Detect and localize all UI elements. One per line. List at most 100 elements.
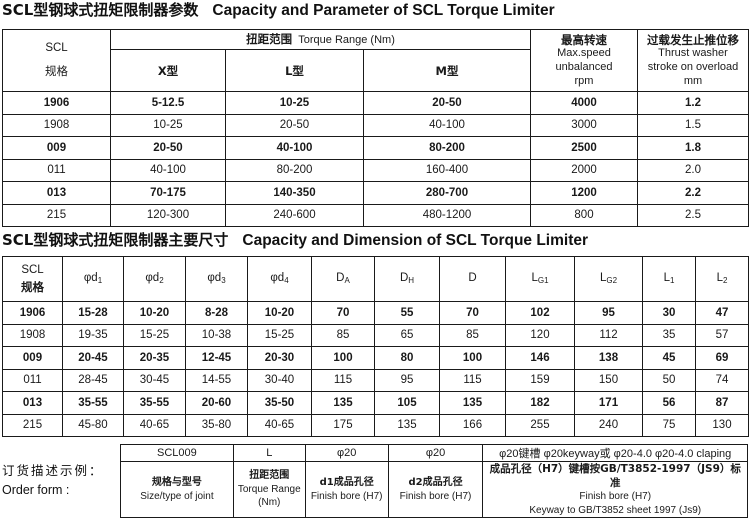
l1-label: L bbox=[663, 272, 670, 285]
cell-lg1: 255 bbox=[505, 413, 575, 437]
col-header-torque-group: 扭距范围 Torque Range (Nm) bbox=[110, 29, 531, 50]
cell-dh: 105 bbox=[374, 391, 440, 415]
phi-d1-label: φd bbox=[83, 272, 98, 285]
type-m-label: M型 bbox=[435, 63, 459, 78]
cell-l2: 74 bbox=[695, 368, 749, 392]
cell-dh: 65 bbox=[374, 323, 440, 347]
order-desc-bore-d1-cn: d1成品孔径 bbox=[319, 477, 374, 489]
cell-d4: 20-30 bbox=[247, 346, 312, 370]
col-header-d: D bbox=[439, 256, 506, 302]
col-header-type-m: M型 bbox=[363, 49, 531, 92]
cell-stroke: 1.8 bbox=[637, 136, 749, 160]
cell-lg1: 120 bbox=[505, 323, 575, 347]
order-desc-bore-d1-en: Finish bore (H7) bbox=[310, 490, 383, 502]
cell-l1: 75 bbox=[642, 413, 696, 437]
order-desc-keyway-cn: 成品孔径（H7）键槽按GB/T3852-1997（JS9）标准 bbox=[489, 463, 741, 490]
cell-l: 20-50 bbox=[225, 113, 364, 137]
col-header-lg2: LG2 bbox=[574, 256, 643, 302]
table-row: 013 35-55 35-55 20-60 35-50 135 105 135 … bbox=[2, 391, 749, 415]
col-header-type-x: X型 bbox=[110, 49, 226, 92]
cell-scl: 1906 bbox=[2, 91, 111, 115]
cell-lg1: 102 bbox=[505, 301, 575, 325]
order-desc-keyway: 成品孔径（H7）键槽按GB/T3852-1997（JS9）标准 Finish b… bbox=[482, 460, 748, 518]
order-desc-keyway-en-2: Keyway to GB/T3852 sheet 1997 (Js9) bbox=[529, 504, 702, 516]
order-value-size-type: SCL009 bbox=[120, 444, 234, 462]
cell-d2: 35-55 bbox=[123, 391, 186, 415]
table-row: 011 40-100 80-200 160-400 2000 2.0 bbox=[2, 158, 749, 182]
cell-l: 10-25 bbox=[225, 91, 364, 115]
cell-rpm: 2000 bbox=[530, 158, 638, 182]
col-header-type-l: L型 bbox=[225, 49, 364, 92]
cell-lg2: 95 bbox=[574, 301, 643, 325]
thrust-en-1: Thrust washer bbox=[658, 47, 728, 60]
order-form-label: 订货描述示例： Order form : bbox=[2, 444, 120, 518]
cell-scl: 011 bbox=[2, 368, 63, 392]
cell-da: 115 bbox=[311, 368, 375, 392]
col-header-scl-line2: 规格 bbox=[45, 64, 68, 78]
torque-group-en: Torque Range (Nm) bbox=[298, 34, 395, 47]
col-header-phi-d3: φd3 bbox=[185, 256, 248, 302]
cell-d3: 14-55 bbox=[185, 368, 248, 392]
cell-d2: 30-45 bbox=[123, 368, 186, 392]
order-desc-bore-d2-cn: d2成品孔径 bbox=[408, 477, 463, 489]
order-desc-torque-range: 扭距范围 Torque Range (Nm) bbox=[232, 460, 306, 518]
cell-dh: 55 bbox=[374, 301, 440, 325]
cell-dh: 95 bbox=[374, 368, 440, 392]
cell-x: 120-300 bbox=[110, 203, 226, 227]
cell-d2: 15-25 bbox=[123, 323, 186, 347]
l1-sub: 1 bbox=[669, 276, 675, 286]
cell-scl: 009 bbox=[2, 346, 63, 370]
table-row: 215 45-80 40-65 35-80 40-65 175 135 166 … bbox=[2, 413, 749, 437]
cell-d: 166 bbox=[439, 413, 506, 437]
cell-x: 40-100 bbox=[110, 158, 226, 182]
cell-stroke: 2.2 bbox=[637, 181, 749, 205]
order-desc-bore-d2-en: Finish bore (H7) bbox=[399, 490, 472, 502]
cell-lg2: 112 bbox=[574, 323, 643, 347]
cell-lg1: 146 bbox=[505, 346, 575, 370]
phi-d2-sub: 2 bbox=[159, 276, 164, 286]
table-1-header-row-1: SCL 规格 扭距范围 Torque Range (Nm) 最高转速 Max.s… bbox=[2, 29, 749, 92]
table-row: 009 20-50 40-100 80-200 2500 1.8 bbox=[2, 136, 749, 160]
cell-x: 20-50 bbox=[110, 136, 226, 160]
cell-d1: 45-80 bbox=[62, 413, 124, 437]
cell-d4: 35-50 bbox=[247, 391, 312, 415]
cell-l1: 30 bbox=[642, 301, 696, 325]
cell-l1: 35 bbox=[642, 323, 696, 347]
d-label: D bbox=[468, 272, 477, 285]
dimension-table: SCL 规格 φd1 φd2 φd3 φd4 DA DH D LG1 LG2 L… bbox=[2, 256, 749, 437]
cell-rpm: 800 bbox=[530, 203, 638, 227]
cell-d3: 12-45 bbox=[185, 346, 248, 370]
cell-lg2: 138 bbox=[574, 346, 643, 370]
table-row: 1906 15-28 10-20 8-28 10-20 70 55 70 102… bbox=[2, 301, 749, 325]
phi-d1-sub: 1 bbox=[97, 276, 103, 286]
cell-l: 80-200 bbox=[225, 158, 364, 182]
cell-l1: 45 bbox=[642, 346, 696, 370]
cell-d: 135 bbox=[439, 391, 506, 415]
cell-dh: 80 bbox=[374, 346, 440, 370]
table-row: 011 28-45 30-45 14-55 30-40 115 95 115 1… bbox=[2, 368, 749, 392]
thrust-cn: 过载发生止推位移 bbox=[647, 32, 739, 47]
cell-d2: 10-20 bbox=[123, 301, 186, 325]
phi-d4-sub: 4 bbox=[284, 276, 289, 286]
order-form-table: SCL009 L φ20 φ20 φ20键槽 φ20keyway或 φ20-4.… bbox=[120, 444, 748, 518]
cell-l2: 69 bbox=[695, 346, 749, 370]
phi-d3-label: φd bbox=[207, 272, 222, 285]
section-2-title: SCL型钢球式扭矩限制器主要尺寸 Capacity and Dimension o… bbox=[2, 233, 588, 249]
cell-scl: 1908 bbox=[2, 113, 111, 137]
cell-l: 140-350 bbox=[225, 181, 364, 205]
cell-da: 70 bbox=[311, 301, 375, 325]
col-header-max-speed: 最高转速 Max.speed unbalanced rpm bbox=[530, 29, 638, 92]
col-header-scl-line2: 规格 bbox=[21, 280, 44, 294]
order-form-descriptions-row: 规格与型号 Size/type of joint 扭距范围 Torque Ran… bbox=[120, 460, 748, 518]
section-1-title: SCL型钢球式扭矩限制器参数 Capacity and Parameter of … bbox=[2, 3, 555, 19]
cell-d: 115 bbox=[439, 368, 506, 392]
l2-sub: 2 bbox=[722, 276, 728, 286]
cell-x: 10-25 bbox=[110, 113, 226, 137]
cell-da: 175 bbox=[311, 413, 375, 437]
table-row: 009 20-45 20-35 12-45 20-30 100 80 100 1… bbox=[2, 346, 749, 370]
cell-l2: 47 bbox=[695, 301, 749, 325]
order-desc-torque-range-cn: 扭距范围 bbox=[249, 470, 290, 482]
order-value-keyway: φ20键槽 φ20keyway或 φ20-4.0 φ20-4.0 claping bbox=[482, 444, 748, 462]
cell-stroke: 1.2 bbox=[637, 91, 749, 115]
col-header-lg1: LG1 bbox=[505, 256, 575, 302]
